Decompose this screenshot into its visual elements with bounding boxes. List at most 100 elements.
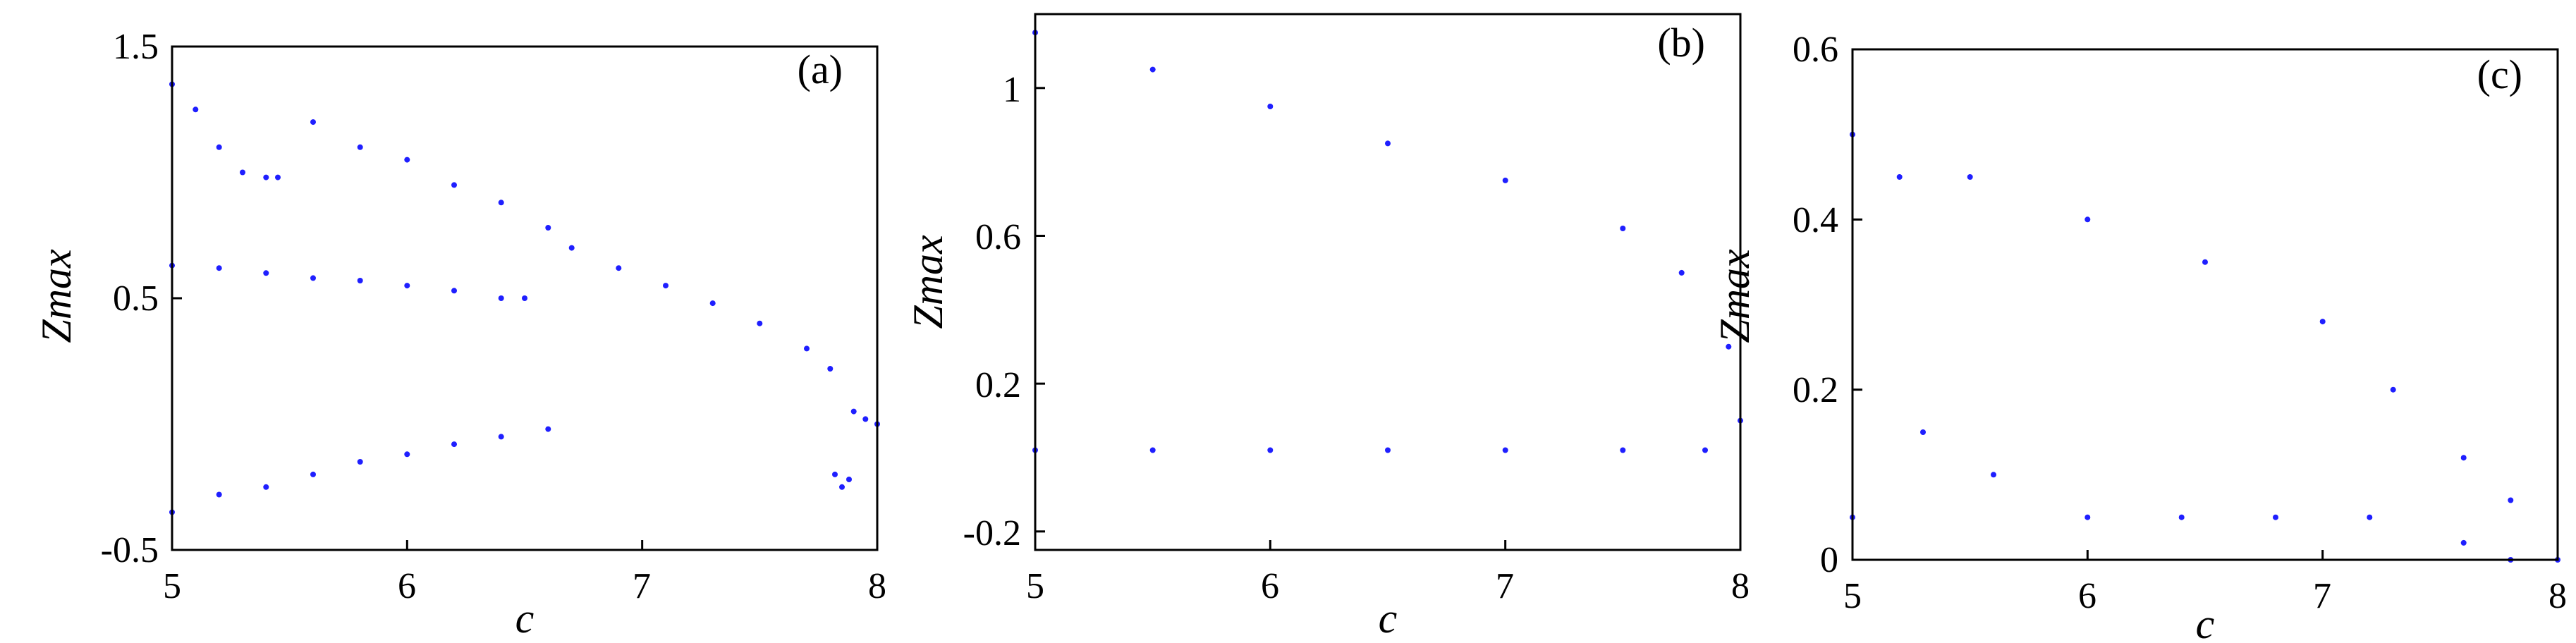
panel-c-point-s1-6 — [2367, 514, 2373, 520]
panel-a-ylabel: Zmax — [33, 249, 80, 343]
panel-b-point-s0-2 — [1267, 104, 1274, 109]
panel-a-point-s2-4 — [757, 320, 763, 326]
panel-b-point-s0-3 — [1385, 140, 1391, 147]
panel-c-xlabel: c — [2196, 601, 2215, 643]
panel-a-points — [169, 81, 880, 515]
panel-b-ticks — [1034, 87, 1742, 550]
panel-b-point-s1-5 — [1620, 447, 1626, 453]
panel-a-point-s1-5 — [404, 283, 410, 289]
panel-a-ytick-1: 0.5 — [113, 278, 159, 319]
panel-a-point-s1-8 — [522, 295, 527, 301]
panel-b-point-s1-3 — [1385, 447, 1391, 453]
panel-a-point-s1-6 — [451, 288, 457, 294]
panel-a-point-s3-4 — [862, 416, 869, 422]
panel-a-point-s2-3 — [709, 300, 716, 307]
panel-a-point-s2-6 — [827, 366, 834, 372]
panel-c-xtick-1: 6 — [2078, 576, 2096, 616]
panel-a-xtick-2: 7 — [633, 566, 651, 606]
panel-c-ytick-3: 0.6 — [1793, 30, 1838, 70]
panel-a-point-s2-0 — [568, 245, 575, 251]
panel-a-ticks — [171, 45, 879, 551]
panel-b-ytick-2: 0.6 — [975, 217, 1021, 257]
panel-c-frame — [1851, 48, 2559, 561]
panel-b-point-s1-6 — [1702, 447, 1708, 453]
panel-a-xtick-1: 6 — [398, 566, 416, 606]
panel-c-point-s0-7 — [2460, 455, 2467, 461]
panel-a-label: (a) — [798, 47, 843, 92]
panel-c-ytick-2: 0.4 — [1793, 200, 1838, 240]
panel-b-label: (b) — [1657, 20, 1705, 66]
panel-b-point-s0-6 — [1678, 269, 1685, 276]
panel-a-point-s0-7 — [357, 144, 363, 150]
panel-a-point-s3-2 — [846, 477, 852, 482]
panel-b-points — [1032, 30, 1743, 453]
panel-b-xtick-1: 6 — [1261, 566, 1279, 606]
panel-b-xtick-0: 5 — [1026, 566, 1044, 606]
panel-c-point-s0-4 — [2202, 259, 2208, 265]
panel-b-ylabel: Zmax — [905, 235, 951, 329]
panel-a-point-s1-7 — [498, 295, 504, 301]
panel-a-point-s3-3 — [850, 408, 857, 415]
panel-c-point-s0-1 — [1896, 174, 1903, 180]
panel-a-point-s0-1 — [193, 106, 199, 113]
panel-c-point-s1-3 — [2084, 514, 2091, 520]
panel-c-ytick-1: 0.2 — [1793, 370, 1838, 410]
panel-a-point-s4-4 — [357, 459, 363, 465]
panel-c: 0 0.2 0.4 0.6 5 6 7 8 c Zmax (c) — [1711, 30, 2567, 643]
panel-c-point-s0-5 — [2319, 319, 2326, 325]
panel-b-xlabel: c — [1379, 595, 1398, 642]
panel-b-ytick-1: 0.2 — [975, 365, 1021, 405]
panel-b-point-s0-5 — [1620, 226, 1626, 231]
panel-a-point-s2-2 — [663, 283, 669, 289]
panel-b: -0.2 0.2 0.6 1 5 6 7 8 c Zmax (b) — [905, 13, 1750, 642]
panel-b-ytick-3: 1 — [1003, 70, 1021, 110]
panel-a-point-s0-10 — [498, 200, 504, 206]
panel-c-xtick-0: 5 — [1843, 576, 1862, 616]
panel-b-point-s2-0 — [1726, 343, 1732, 350]
panel-b-xtick-2: 7 — [1496, 566, 1514, 606]
panel-b-point-s1-1 — [1149, 447, 1156, 453]
panel-a-point-s1-3 — [310, 275, 316, 281]
panel-c-xtick-2: 7 — [2313, 576, 2331, 616]
panel-a-point-s4-5 — [404, 451, 410, 458]
panel-a-point-s0-5 — [275, 174, 281, 180]
panel-a-point-s4-1 — [216, 491, 222, 498]
panel-a-xlabel: c — [515, 595, 535, 642]
panel-a-xtick-3: 8 — [868, 566, 886, 606]
panel-a-point-s4-6 — [451, 441, 457, 448]
panel-a-point-s0-11 — [545, 225, 551, 231]
panel-c-point-s0-8 — [2508, 497, 2514, 503]
panel-a-point-s3-1 — [839, 484, 845, 490]
panel-c-points — [1850, 131, 2560, 563]
panel-c-ticks — [1851, 48, 2559, 561]
panel-a-point-s0-8 — [404, 157, 410, 163]
panel-a-point-s2-1 — [616, 265, 622, 271]
panel-a-point-s1-2 — [263, 270, 269, 276]
panel-a-ytick-0: -0.5 — [101, 530, 159, 570]
panel-a-point-s0-2 — [216, 144, 222, 150]
panel-c-point-s0-2 — [1967, 174, 1973, 180]
panel-a-point-s4-2 — [263, 484, 269, 490]
panel-a-point-s4-3 — [310, 471, 316, 477]
panel-c-point-s0-6 — [2390, 386, 2396, 393]
panel-c-label: (c) — [2477, 51, 2522, 97]
panel-c-point-s1-4 — [2178, 514, 2185, 520]
panel-c-point-s1-2 — [1991, 472, 1996, 478]
panel-a-point-s3-0 — [832, 471, 838, 477]
panel-a-point-s4-8 — [545, 426, 551, 432]
panel-a-point-s0-6 — [310, 119, 316, 125]
panel-b-point-s0-4 — [1502, 177, 1508, 183]
panel-a-point-s1-1 — [216, 265, 222, 271]
panel-b-frame — [1034, 13, 1742, 551]
panel-a-point-s0-9 — [451, 182, 457, 188]
panel-a-ytick-2: 1.5 — [113, 27, 159, 67]
panel-c-point-s0-3 — [2084, 216, 2091, 223]
panel-b-point-s0-1 — [1149, 66, 1156, 73]
panel-a-point-s0-4 — [263, 174, 269, 180]
panel-c-ytick-0: 0 — [1820, 540, 1838, 580]
panel-c-ylabel: Zmax — [1711, 249, 1758, 343]
panel-a-point-s0-3 — [240, 169, 245, 176]
panel-a-point-s2-5 — [804, 345, 810, 352]
panel-b-xtick-3: 8 — [1731, 566, 1750, 606]
